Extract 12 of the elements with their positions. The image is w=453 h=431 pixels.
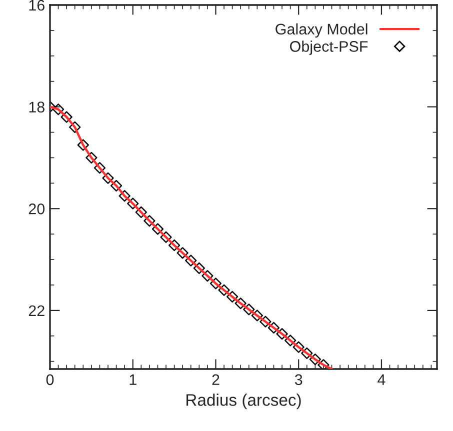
- x-tick-label: 4: [378, 374, 386, 385]
- x-axis-title: Radius (arcsec): [186, 394, 301, 410]
- legend-label: Galaxy Model: [276, 23, 368, 38]
- y-tick-label: 22: [28, 305, 44, 316]
- x-tick-label: 0: [46, 374, 54, 386]
- y-tick-label: 20: [28, 204, 45, 214]
- x-tick-label: 3: [294, 374, 302, 386]
- x-tick-label: 1: [130, 374, 136, 385]
- legend-label: Object-PSF: [290, 40, 368, 55]
- y-tick-label: 16: [29, 0, 44, 11]
- x-tick-label: 2: [212, 374, 220, 385]
- y-tick-label: 18: [29, 102, 44, 113]
